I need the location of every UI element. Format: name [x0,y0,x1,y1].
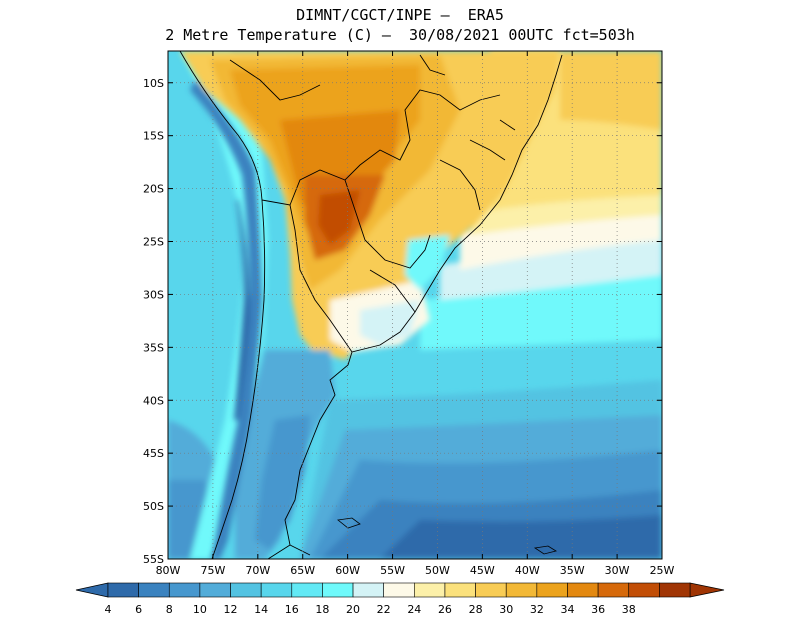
colorbar-label: 28 [469,603,483,616]
colorbar-label: 26 [438,603,452,616]
colorbar-label: 6 [135,603,142,616]
lon-tick-label: 25W [650,564,675,577]
colorbar-label: 34 [560,603,574,616]
colorbar-swatch [230,582,262,598]
colorbar-swatch [260,582,293,598]
colorbar-swatch [659,582,691,598]
temperature-field [168,51,662,559]
colorbar-swatch [475,582,507,598]
colorbar-swatch [322,582,354,598]
colorbar-label: 32 [530,603,544,616]
lon-tick-label: 45W [470,564,495,577]
lat-tick-label: 20S [143,183,164,196]
colorbar-swatch [505,582,538,598]
map-frame [167,50,663,560]
lat-tick-label: 50S [143,500,164,513]
colorbar-swatch [628,582,660,598]
colorbar-swatch [414,582,446,598]
coastlines-borders [179,51,563,559]
lon-tick-label: 40W [515,564,540,577]
colorbar-swatch [138,582,170,598]
colorbar-swatch [536,582,568,598]
lat-tick-label: 40S [143,394,164,407]
lon-tick-label: 70W [245,564,270,577]
lon-tick-label: 80W [156,564,181,577]
colorbar-label: 18 [315,603,329,616]
colorbar-swatch [107,582,139,598]
colorbar-label: 12 [224,603,238,616]
lon-tick-label: 30W [605,564,630,577]
lat-tick-label: 45S [143,447,164,460]
colorbar-swatch [383,582,415,598]
lat-tick-label: 10S [143,77,164,90]
colorbar-swatch [168,582,201,598]
colorbar-label: 38 [622,603,636,616]
colorbar-over-arrow [689,582,725,598]
colorbar-swatch [291,582,323,598]
colorbar-swatch [444,582,476,598]
lon-tick-label: 35W [560,564,585,577]
map-title-line-1: DIMNT/CGCT/INPE – ERA5 [296,6,504,24]
colorbar-label: 14 [254,603,268,616]
gridlines [168,51,662,559]
lon-tick-label: 50W [425,564,450,577]
lat-tick-label: 35S [143,341,164,354]
colorbar [75,582,725,598]
map-title-line-2: 2 Metre Temperature (C) – 30/08/2021 00U… [165,26,635,44]
colorbar-label: 24 [407,603,421,616]
colorbar-swatch [199,582,231,598]
lat-tick-label: 30S [143,288,164,301]
lat-tick-label: 15S [143,130,164,143]
colorbar-swatch [567,582,599,598]
lat-tick-label: 25S [143,236,164,249]
lon-tick-label: 75W [200,564,225,577]
colorbar-label: 16 [285,603,299,616]
colorbar-under-arrow [75,582,109,598]
lon-tick-label: 60W [335,564,360,577]
colorbar-label: 30 [499,603,513,616]
lat-tick-label: 55S [143,553,164,566]
colorbar-label: 22 [377,603,391,616]
colorbar-swatch [352,582,384,598]
lon-tick-label: 55W [380,564,405,577]
lon-tick-label: 65W [290,564,315,577]
colorbar-label: 4 [105,603,112,616]
colorbar-label: 36 [591,603,605,616]
colorbar-label: 20 [346,603,360,616]
colorbar-label: 8 [166,603,173,616]
colorbar-label: 10 [193,603,207,616]
colorbar-swatch [597,582,630,598]
